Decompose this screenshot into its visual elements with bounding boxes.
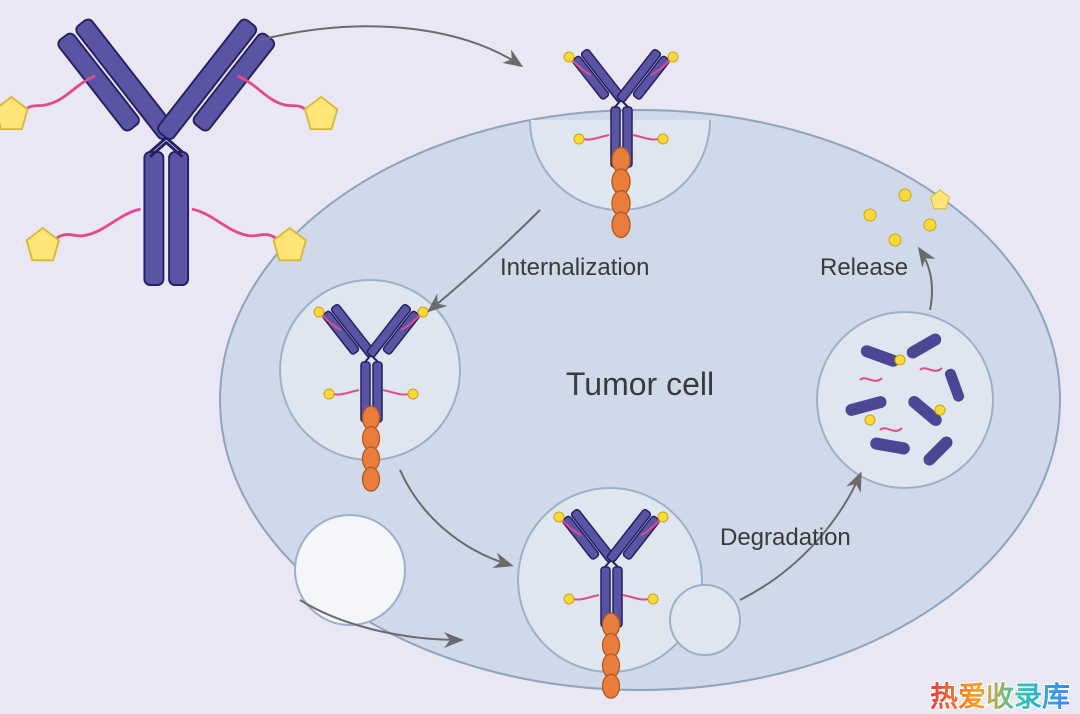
label-tumor-cell: Tumor cell [566,366,714,402]
diagram-stage: Tumor cell Internalization Degradation R… [0,0,1080,714]
empty-vesicle [295,515,405,625]
label-degradation: Degradation [720,524,851,551]
step-release [817,312,993,488]
watermark: 热爱收录库 [930,681,1070,712]
diagram-svg: Tumor cell Internalization Degradation R… [0,0,1080,714]
label-release: Release [820,254,908,281]
label-internalization: Internalization [500,254,649,281]
